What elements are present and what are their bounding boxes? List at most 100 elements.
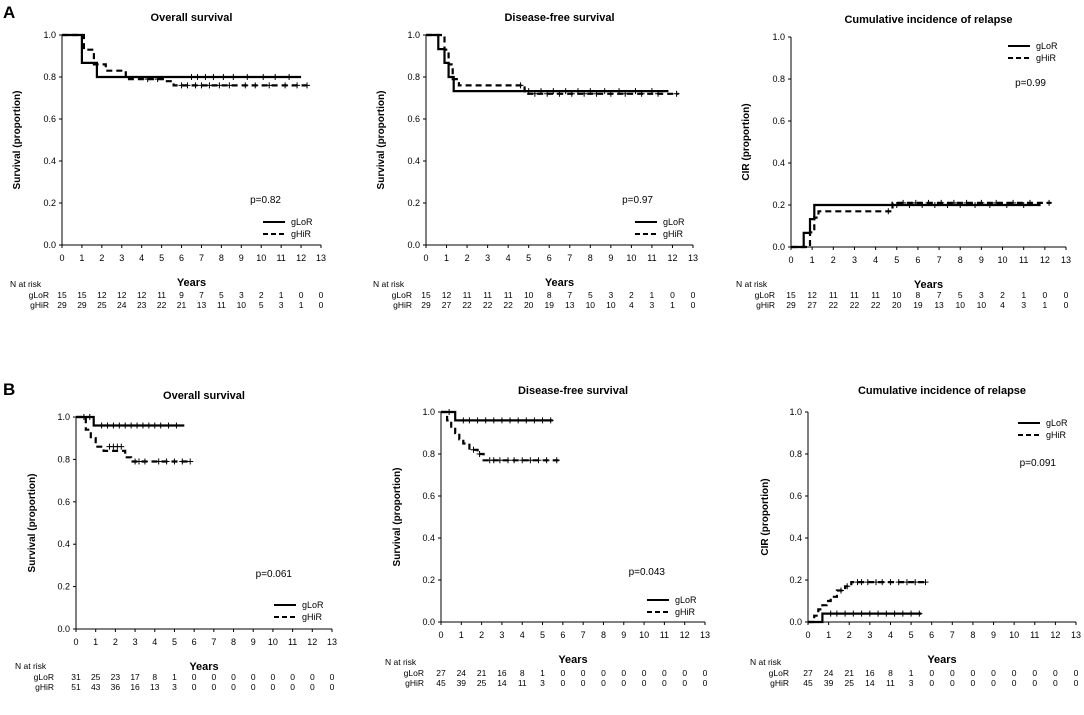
censor-mark (1003, 202, 1010, 208)
y-tick-label: 0.4 (57, 539, 70, 549)
risk-table-cell: 0 (231, 672, 236, 682)
risk-table-header: N at risk (385, 657, 417, 667)
y-tick-label: 1.0 (407, 30, 420, 40)
x-tick-label: 6 (547, 253, 552, 263)
risk-table-cell: 8 (916, 290, 921, 300)
risk-table-cell: 24 (117, 300, 127, 310)
risk-table-cell: 22 (850, 300, 860, 310)
censor-mark (893, 202, 900, 208)
censor-mark (286, 74, 293, 80)
y-axis-label: CIR (proportion) (741, 103, 752, 180)
risk-table-cell: 27 (442, 300, 452, 310)
x-tick-label: 0 (438, 630, 443, 640)
risk-table-cell: 4 (1000, 300, 1005, 310)
censor-mark (198, 82, 205, 89)
censor-mark (978, 199, 985, 206)
risk-table-cell: 0 (1064, 300, 1069, 310)
chart-A3: Cumulative incidence of relapse 0.0 0.2 0.4… (736, 14, 1071, 310)
x-tick-label: 6 (929, 630, 934, 640)
censor-mark (184, 82, 191, 89)
p-value-label: p=0.061 (256, 569, 293, 580)
x-tick-label: 6 (192, 637, 197, 647)
chart-title: Overall survival (151, 12, 233, 24)
x-tick-label: 5 (540, 630, 545, 640)
x-tick-label: 3 (852, 255, 857, 265)
risk-table-cell: 15 (77, 290, 87, 300)
risk-table-header: N at risk (736, 279, 768, 289)
p-value-label: p=0.82 (250, 195, 281, 206)
censor-mark (187, 458, 194, 465)
censor-mark (206, 82, 213, 89)
risk-table-cell: 0 (662, 668, 667, 678)
x-tick-label: 0 (423, 253, 428, 263)
risk-table-cell: 0 (662, 678, 667, 688)
censor-mark (104, 422, 111, 429)
censor-mark (260, 74, 267, 80)
censor-mark (550, 88, 557, 95)
x-tick-label: 2 (847, 630, 852, 640)
risk-table-cell: 0 (192, 682, 197, 692)
x-tick-label: 11 (1030, 630, 1039, 640)
risk-table-cell: 0 (682, 678, 687, 688)
risk-table-cell: 13 (150, 682, 160, 692)
legend-label-glor: gLoR (675, 595, 697, 605)
x-tick-label: 4 (888, 630, 893, 640)
y-axis-label: Survival (proportion) (392, 468, 403, 567)
censor-mark (116, 422, 123, 429)
risk-table-cell: 2 (259, 290, 264, 300)
risk-table-cell: 0 (192, 672, 197, 682)
x-tick-label: 4 (152, 637, 157, 647)
censor-mark (655, 90, 662, 97)
risk-table-header: N at risk (15, 661, 47, 671)
legend-label-ghir: gHiR (663, 229, 684, 239)
risk-table-cell: 10 (524, 290, 534, 300)
risk-table-cell: 0 (703, 678, 708, 688)
censor-mark (523, 417, 530, 424)
y-tick-label: 0.6 (772, 116, 785, 126)
risk-table-cell: 19 (913, 300, 923, 310)
risk-row-label: gHiR (770, 678, 789, 688)
risk-table-cell: 45 (803, 678, 813, 688)
risk-table-cell: 45 (436, 678, 446, 688)
y-tick-label: 0.4 (43, 156, 56, 166)
censor-mark (539, 417, 546, 424)
risk-table-cell: 39 (457, 678, 467, 688)
censor-mark (638, 90, 645, 97)
y-tick-label: 1.0 (57, 412, 70, 422)
x-tick-label: 12 (1040, 255, 1050, 265)
risk-table-cell: 22 (829, 300, 839, 310)
censor-mark (511, 457, 518, 464)
risk-table-cell: 0 (319, 290, 324, 300)
risk-table-cell: 0 (271, 682, 276, 692)
x-tick-label: 6 (179, 253, 184, 263)
risk-table-cell: 1 (172, 672, 177, 682)
x-tick-label: 6 (915, 255, 920, 265)
risk-row-label: gLoR (29, 290, 49, 300)
censor-mark (272, 74, 279, 80)
x-tick-label: 8 (231, 637, 236, 647)
x-tick-label: 4 (506, 253, 511, 263)
risk-table-cell: 22 (157, 300, 167, 310)
censor-mark (242, 82, 249, 89)
censor-mark (601, 88, 608, 95)
risk-row-label: gLoR (404, 668, 424, 678)
y-tick-label: 0.8 (772, 74, 785, 84)
risk-table-cell: 5 (588, 290, 593, 300)
risk-table-cell: 5 (958, 290, 963, 300)
y-tick-label: 0.4 (407, 156, 420, 166)
censor-mark (837, 587, 844, 594)
risk-table-cell: 22 (503, 300, 513, 310)
legend-label-glor: gLoR (1036, 41, 1058, 51)
x-tick-label: 8 (970, 630, 975, 640)
risk-table-cell: 27 (436, 668, 446, 678)
risk-table-cell: 25 (477, 678, 487, 688)
legend-label-ghir: gHiR (302, 612, 323, 622)
y-tick-label: 0.8 (57, 454, 70, 464)
risk-table-cell: 0 (330, 672, 335, 682)
risk-table-cell: 13 (197, 300, 207, 310)
y-tick-label: 0.6 (407, 114, 420, 124)
risk-table-cell: 12 (117, 290, 127, 300)
x-tick-label: 11 (1019, 255, 1028, 265)
x-tick-label: 0 (788, 255, 793, 265)
risk-table-cell: 0 (1053, 678, 1058, 688)
